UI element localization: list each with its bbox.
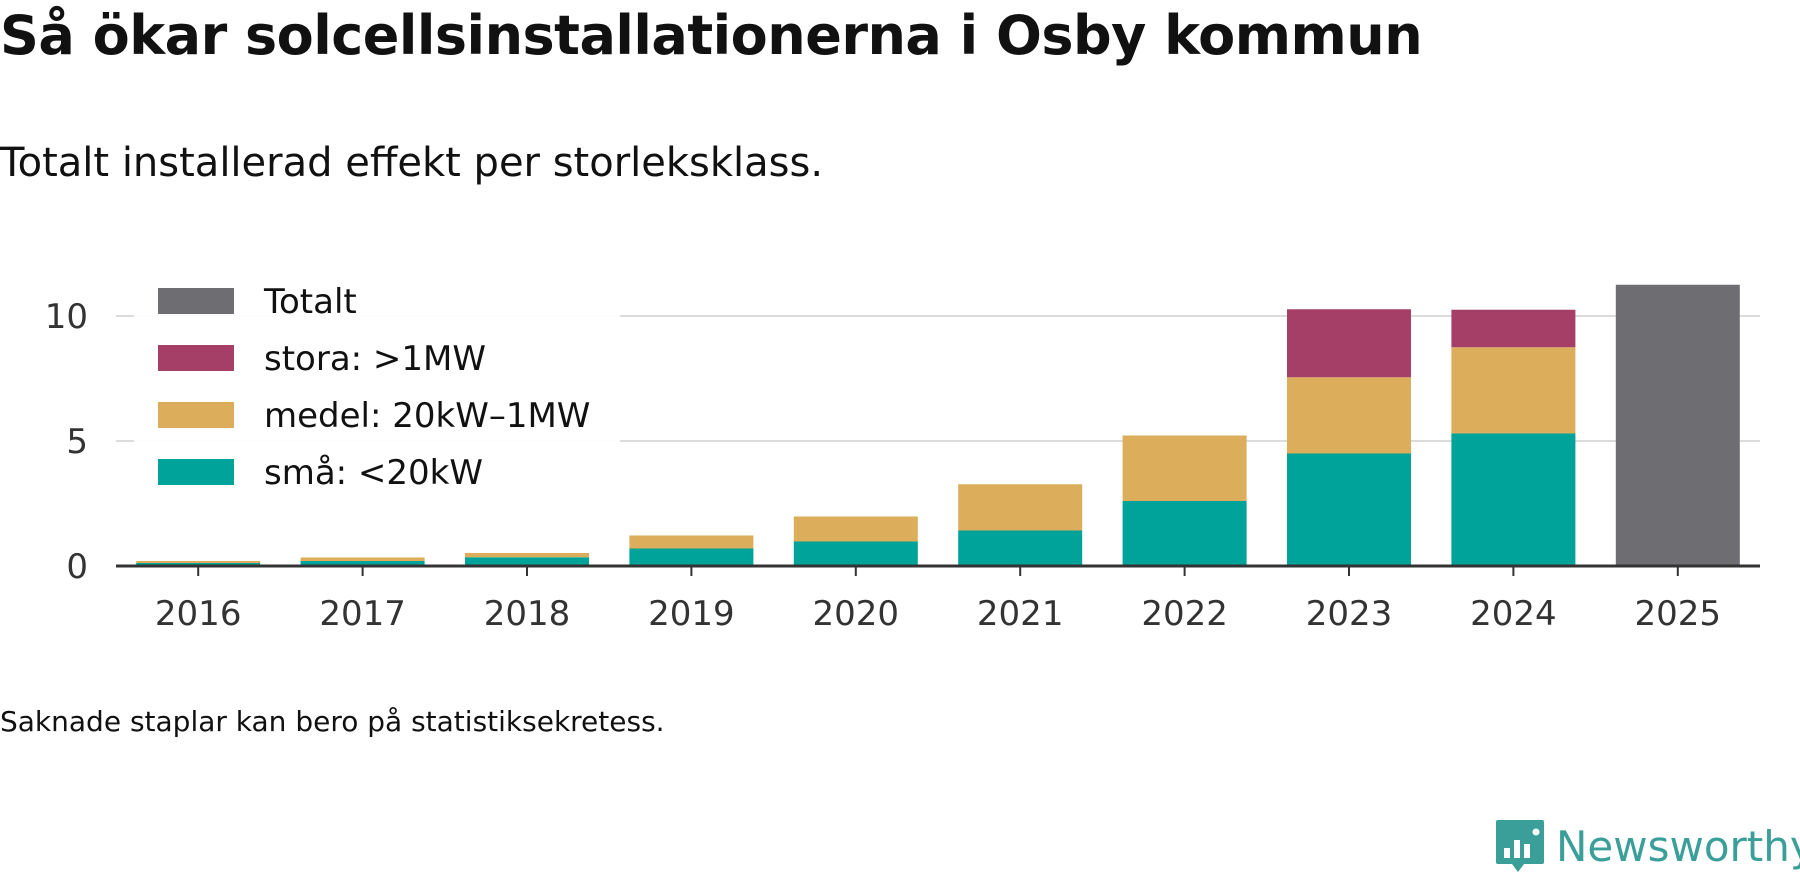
- bar-segment: [1287, 453, 1411, 566]
- legend-label: medel: 20kW–1MW: [264, 396, 590, 436]
- x-tick-label: 2016: [155, 594, 242, 634]
- bar-segment: [793, 516, 918, 542]
- bar-segment: [793, 541, 918, 566]
- brand-name: Newsworthy: [1556, 821, 1800, 871]
- bar-segment: [465, 553, 589, 558]
- x-tick-label: 2018: [484, 594, 571, 634]
- x-tick-label: 2019: [648, 594, 735, 634]
- legend-swatch: [158, 345, 234, 371]
- x-tick-label: 2022: [1141, 594, 1228, 634]
- bar-segment: [1451, 309, 1576, 348]
- bar-segment: [300, 561, 425, 566]
- bar-segment: [629, 535, 754, 549]
- legend-label: Totalt: [263, 282, 357, 322]
- brand-logo: Newsworthy: [1494, 818, 1800, 874]
- bar-segment: [1615, 284, 1740, 566]
- bar-segment: [300, 557, 425, 561]
- x-tick-label: 2021: [977, 594, 1064, 634]
- newsworthy-logo-icon: [1496, 820, 1544, 872]
- x-tick-label: 2024: [1470, 594, 1557, 634]
- x-tick-label: 2025: [1635, 594, 1722, 634]
- bar-segment: [1287, 377, 1411, 454]
- legend-label: små: <20kW: [264, 453, 483, 493]
- chart-subtitle: Totalt installerad effekt per storlekskl…: [0, 140, 824, 186]
- legend-swatch: [158, 288, 234, 314]
- bar-segment: [136, 561, 261, 563]
- bar-segment: [1451, 433, 1576, 566]
- bar-segment: [958, 530, 1083, 566]
- legend-label: stora: >1MW: [264, 339, 486, 379]
- legend-swatch: [158, 459, 234, 485]
- bar-segment: [958, 484, 1083, 531]
- bar-segment: [465, 557, 589, 566]
- bar-segment: [1287, 309, 1411, 378]
- footnote: Saknade staplar kan bero på statistiksek…: [0, 705, 665, 738]
- x-tick-label: 2017: [319, 594, 406, 634]
- bar-segment: [1451, 347, 1576, 434]
- bar-segment: [1122, 435, 1247, 501]
- x-tick-label: 2023: [1306, 594, 1393, 634]
- y-tick-label: 10: [45, 297, 88, 337]
- chart-title: Så ökar solcellsinstallationerna i Osby …: [0, 4, 1423, 67]
- bar-segment: [1122, 501, 1247, 566]
- y-tick-label: 0: [66, 547, 88, 587]
- y-tick-label: 5: [66, 422, 88, 462]
- x-tick-label: 2020: [813, 594, 900, 634]
- legend-swatch: [158, 402, 234, 428]
- bar-segment: [629, 548, 754, 566]
